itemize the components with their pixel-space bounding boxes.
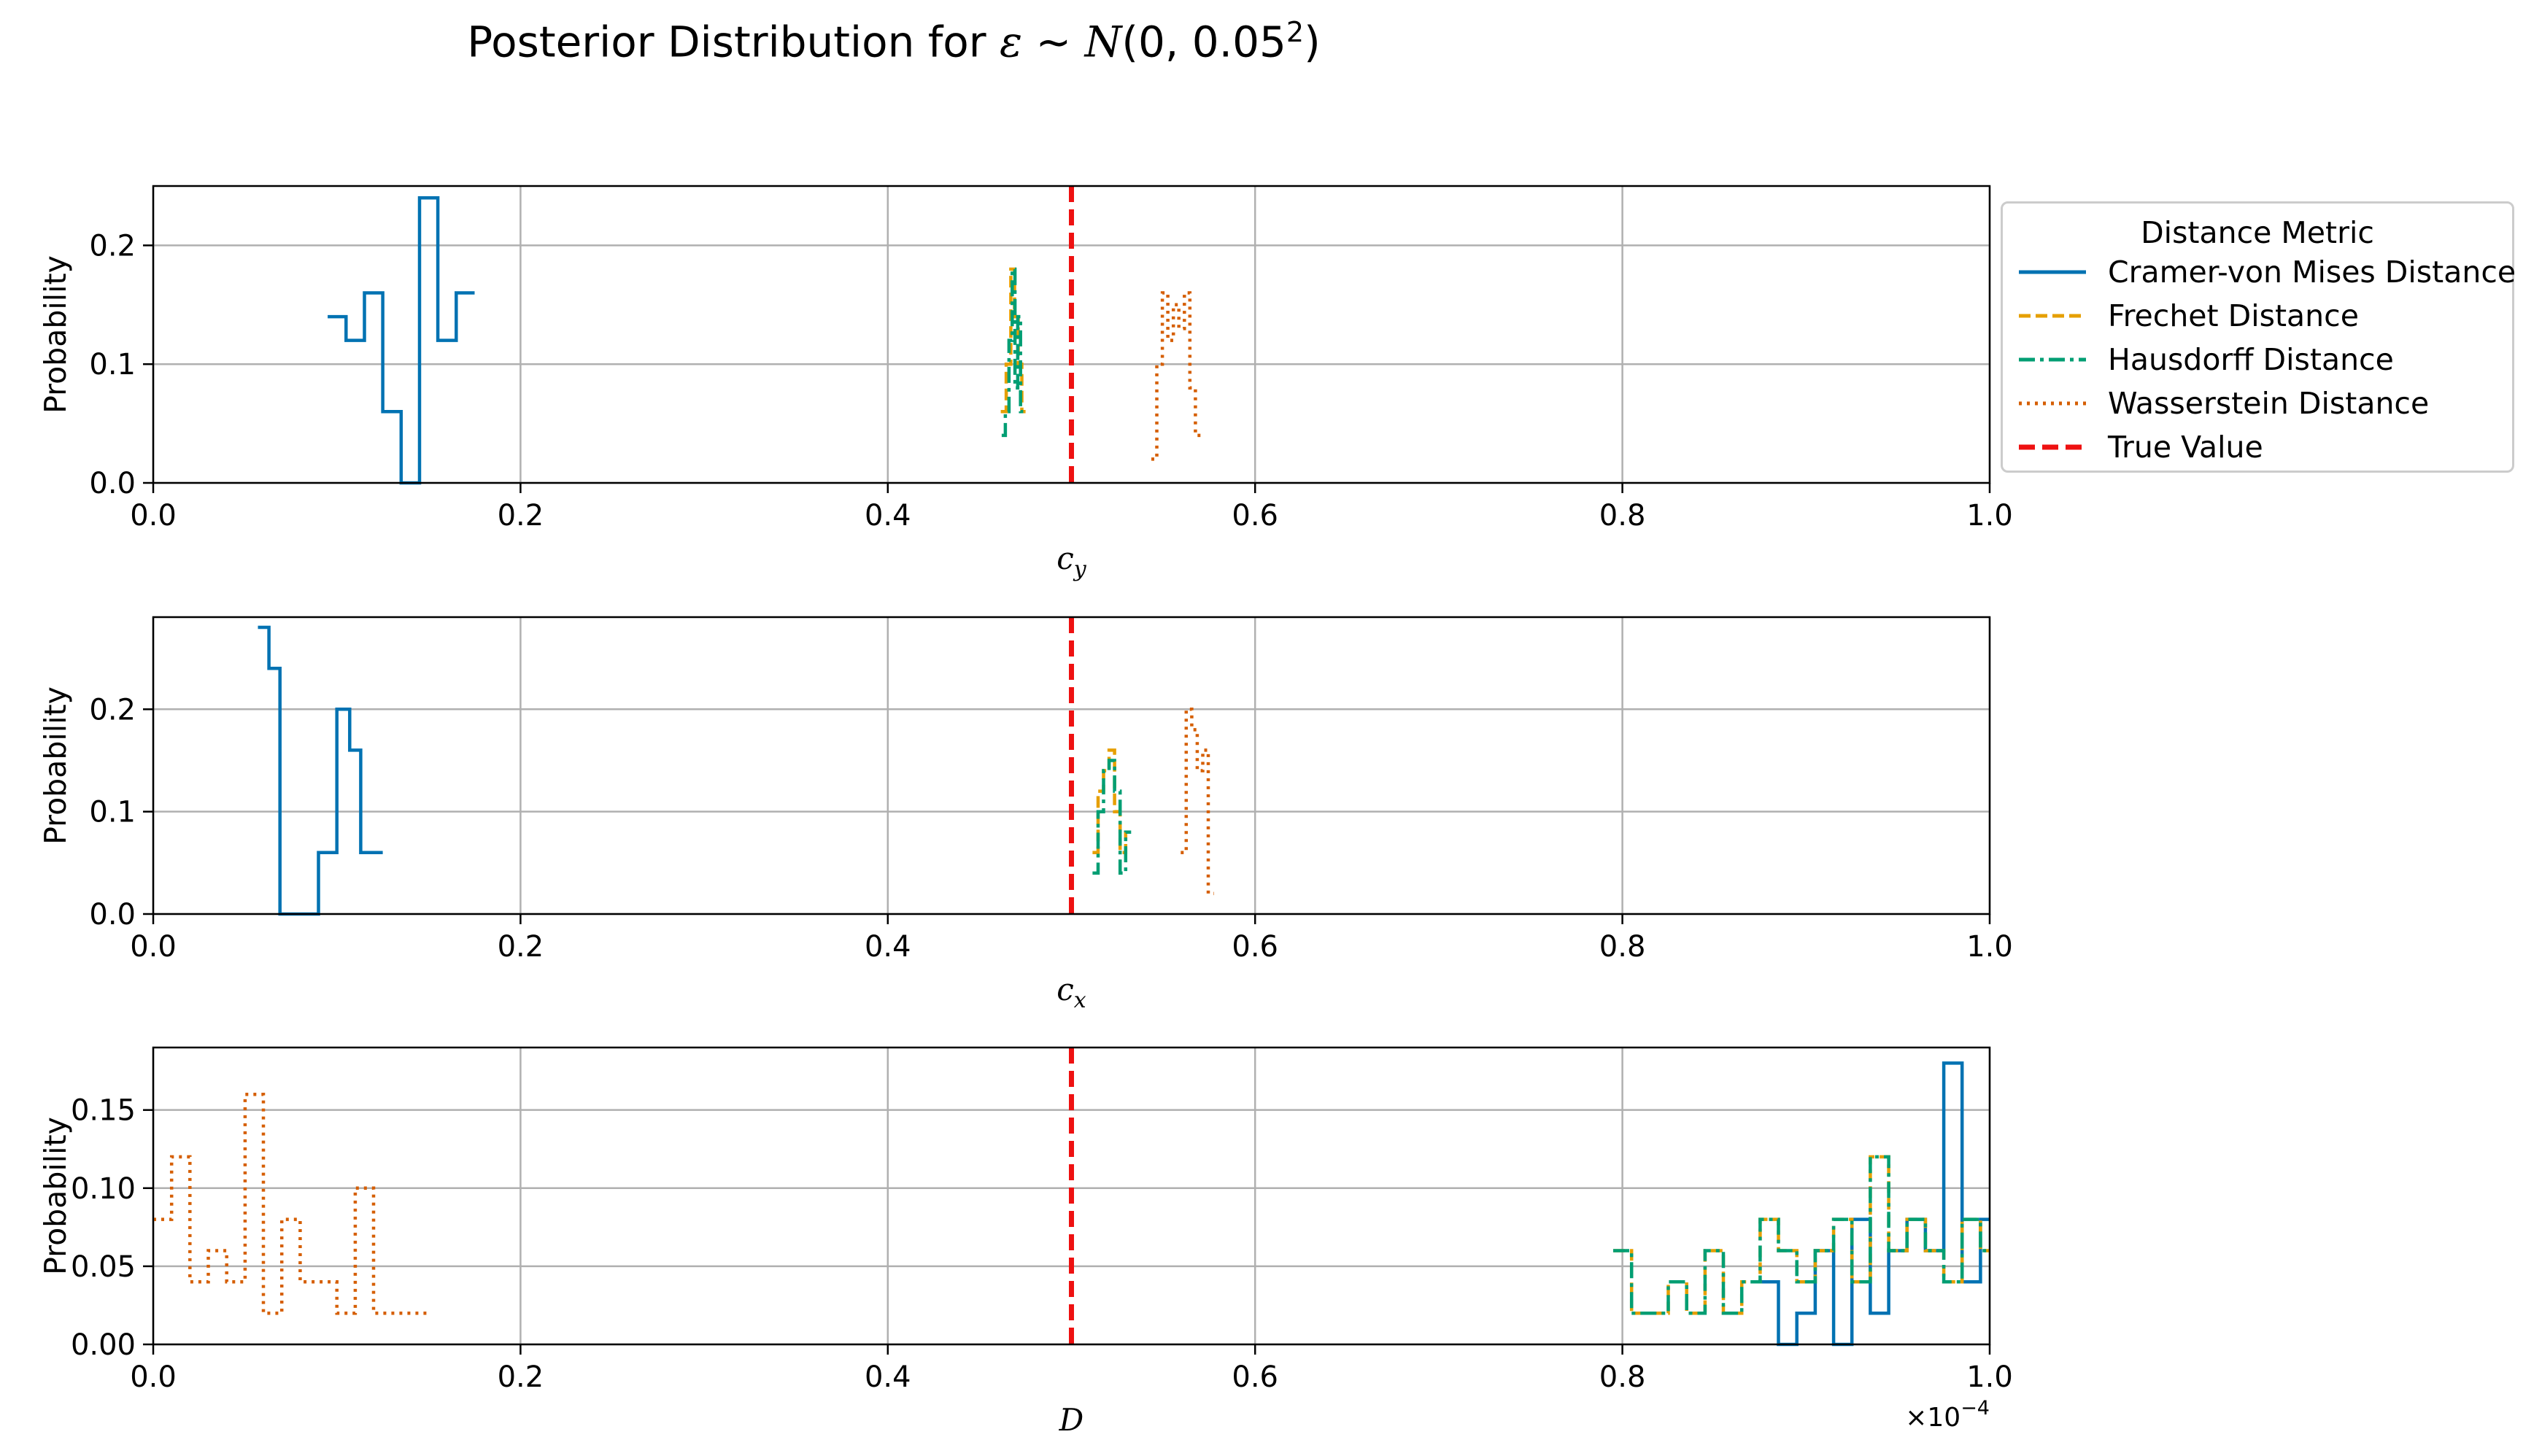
legend-label-cramer-von-mises: Cramer-von Mises Distance — [2108, 255, 2516, 290]
title-prefix: Posterior Distribution for — [467, 17, 1000, 67]
x-tick-label-d: 0.0 — [130, 1360, 177, 1394]
x-tick-label-cy: 0.6 — [1232, 499, 1278, 533]
legend: Distance Metric Cramer-von Mises Distanc… — [2001, 201, 2516, 473]
x-axis-label-cx: cx — [1056, 972, 1086, 1013]
x-tick-label-cx: 0.6 — [1232, 930, 1278, 964]
title-sim: ∼ — [1022, 17, 1085, 67]
x-tick-label-d: 0.2 — [498, 1360, 544, 1394]
y-axis-label-cx: Probability — [38, 686, 73, 845]
figure-title: Posterior Distribution for ε ∼ N(0, 0.05… — [0, 16, 1788, 66]
legend-label-hausdorff: Hausdorff Distance — [2108, 342, 2394, 377]
x-tick-label-cy: 1.0 — [1966, 499, 2013, 533]
legend-swatch-frechet — [2019, 314, 2086, 318]
series-line-cramer-von-mises-distance-cx — [258, 625, 383, 916]
axes-frame-d — [152, 1046, 1991, 1346]
x-tick-label-d: 0.4 — [865, 1360, 911, 1394]
legend-title: Distance Metric — [2141, 215, 2374, 250]
legend-swatch-hausdorff — [2019, 357, 2086, 362]
legend-label-true-value: True Value — [2108, 430, 2263, 465]
x-tick-label-d: 0.8 — [1599, 1360, 1646, 1394]
x-axis-label-cy: cy — [1056, 541, 1087, 582]
series-line-cramer-von-mises-distance-cy — [328, 196, 475, 485]
x-tick-label-cx: 0.8 — [1599, 930, 1646, 964]
x-tick-label-cx: 0.4 — [865, 930, 911, 964]
y-tick-label-cx: 0.1 — [89, 796, 136, 829]
y-tick-label-d: 0.05 — [71, 1250, 136, 1284]
x-tick-label-cx: 0.0 — [130, 930, 177, 964]
series-line-wasserstein-distance-d — [153, 1093, 429, 1315]
offset-label-d: ×10−4 — [1905, 1397, 1990, 1433]
series-line-wasserstein-distance-cy — [1151, 291, 1201, 461]
series-line-hausdorff-distance-d — [1613, 1155, 1990, 1315]
series-line-wasserstein-distance-cx — [1181, 708, 1214, 896]
y-tick-label-cx: 0.2 — [89, 693, 136, 727]
x-tick-label-cy: 0.4 — [865, 499, 911, 533]
title-args: (0, 0.05 — [1121, 17, 1286, 67]
x-axis-label-d: D — [1059, 1402, 1084, 1438]
x-tick-label-cx: 0.2 — [498, 930, 544, 964]
x-tick-label-d: 1.0 — [1966, 1360, 2013, 1394]
legend-swatch-true-value — [2019, 444, 2086, 450]
axes-frame-cy — [152, 185, 1991, 484]
y-tick-label-d: 0.00 — [71, 1328, 136, 1362]
y-tick-label-cy: 0.1 — [89, 348, 136, 382]
title-close: ) — [1304, 17, 1321, 67]
x-tick-label-cy: 0.8 — [1599, 499, 1646, 533]
x-tick-label-cy: 0.2 — [498, 499, 544, 533]
y-tick-label-d: 0.15 — [71, 1094, 136, 1128]
legend-label-frechet: Frechet Distance — [2108, 298, 2359, 333]
y-tick-label-cy: 0.0 — [89, 467, 136, 500]
series-line-frechet-distance-cy — [1000, 267, 1026, 414]
y-axis-label-cy: Probability — [38, 255, 73, 414]
x-tick-label-cy: 0.0 — [130, 499, 177, 533]
title-eps: ε — [1000, 17, 1023, 67]
axes-frame-cx — [152, 616, 1991, 915]
y-tick-label-cx: 0.0 — [89, 898, 136, 932]
y-tick-label-cy: 0.2 — [89, 229, 136, 263]
legend-swatch-cramer-von-mises — [2019, 270, 2086, 274]
legend-label-wasserstein: Wasserstein Distance — [2108, 386, 2430, 421]
x-tick-label-cx: 1.0 — [1966, 930, 2013, 964]
series-line-hausdorff-distance-cy — [1001, 267, 1024, 438]
title-n: N — [1084, 17, 1122, 67]
y-axis-label-d: Probability — [38, 1117, 73, 1275]
legend-swatch-wasserstein — [2019, 401, 2086, 406]
x-tick-label-d: 0.6 — [1232, 1360, 1278, 1394]
title-exponent: 2 — [1286, 16, 1305, 48]
y-tick-label-d: 0.10 — [71, 1172, 136, 1206]
series-line-cramer-von-mises-distance-d — [1760, 1061, 1990, 1347]
series-line-hausdorff-distance-cx — [1092, 759, 1132, 875]
